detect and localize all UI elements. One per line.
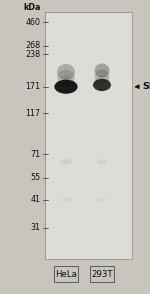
Text: 171: 171 (25, 82, 40, 91)
Text: 41: 41 (30, 196, 40, 204)
Ellipse shape (94, 69, 110, 83)
Ellipse shape (57, 76, 75, 92)
Ellipse shape (93, 79, 111, 91)
Ellipse shape (57, 64, 75, 80)
Ellipse shape (94, 64, 110, 78)
Text: 117: 117 (25, 109, 40, 118)
Text: 238: 238 (25, 50, 40, 59)
Ellipse shape (54, 80, 78, 94)
Text: 268: 268 (25, 41, 40, 50)
Ellipse shape (57, 70, 75, 86)
Text: 55: 55 (30, 173, 40, 182)
Bar (45, 12, 132, 259)
Text: SMC4: SMC4 (142, 82, 150, 91)
Ellipse shape (97, 159, 107, 164)
Ellipse shape (98, 198, 106, 202)
Bar (90, 266, 114, 282)
Text: 460: 460 (26, 18, 40, 26)
Bar (54, 266, 78, 282)
Bar (45, 12, 132, 259)
Text: kDa: kDa (23, 3, 40, 12)
Ellipse shape (60, 159, 72, 164)
Text: 71: 71 (30, 150, 40, 159)
Ellipse shape (94, 75, 110, 89)
Text: 293T: 293T (91, 270, 113, 279)
Text: 31: 31 (30, 223, 40, 232)
Ellipse shape (61, 198, 71, 202)
Text: HeLa: HeLa (55, 270, 77, 279)
